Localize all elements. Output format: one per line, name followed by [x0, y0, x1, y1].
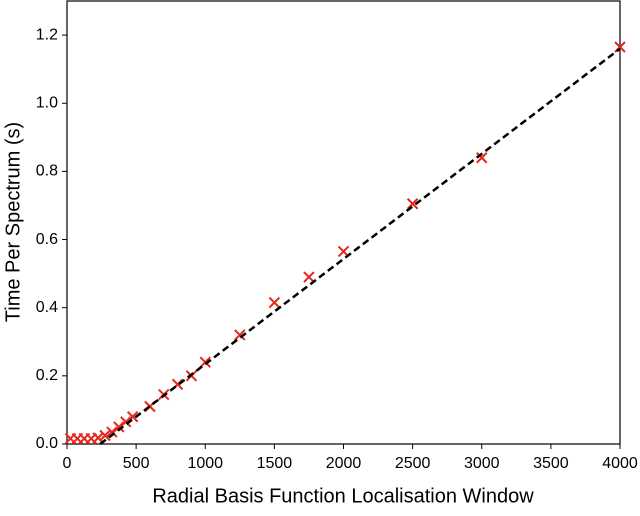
- x-tick-label: 0: [63, 455, 72, 472]
- data-point: [106, 426, 118, 438]
- x-tick-label: 3500: [533, 455, 569, 472]
- data-point: [126, 411, 139, 423]
- data-point: [99, 429, 111, 442]
- y-axis-label: Time Per Spectrum (s): [2, 122, 24, 322]
- x-tick-label: 2000: [326, 455, 362, 472]
- x-tick-label: 4000: [602, 455, 638, 472]
- y-tick-label: 0.8: [36, 163, 58, 180]
- data-point: [92, 432, 104, 444]
- y-tick-label: 1.0: [36, 94, 58, 111]
- fit-line: [99, 47, 621, 445]
- x-axis-label: Radial Basis Function Localisation Windo…: [152, 485, 534, 507]
- data-point: [337, 245, 350, 258]
- x-tick-label: 2500: [395, 455, 431, 472]
- y-tick-label: 0.2: [36, 367, 58, 384]
- y-tick-label: 1.2: [36, 26, 58, 43]
- x-tick-label: 3000: [464, 455, 500, 472]
- data-point: [199, 356, 211, 368]
- data-point: [268, 296, 281, 309]
- data-point: [406, 198, 419, 210]
- plot-frame: [66, 0, 621, 445]
- data-point: [120, 416, 132, 428]
- data-point: [476, 152, 488, 164]
- y-tick-label: 0.6: [36, 231, 58, 248]
- data-point: [303, 271, 315, 283]
- x-tick-label: 1500: [257, 455, 293, 472]
- y-tick-label: 0.0: [36, 435, 58, 452]
- x-tick-label: 500: [123, 455, 150, 472]
- data-point: [234, 329, 246, 341]
- y-tick-label: 0.4: [36, 299, 58, 316]
- data-point: [113, 421, 125, 433]
- x-tick-label: 1000: [187, 455, 223, 472]
